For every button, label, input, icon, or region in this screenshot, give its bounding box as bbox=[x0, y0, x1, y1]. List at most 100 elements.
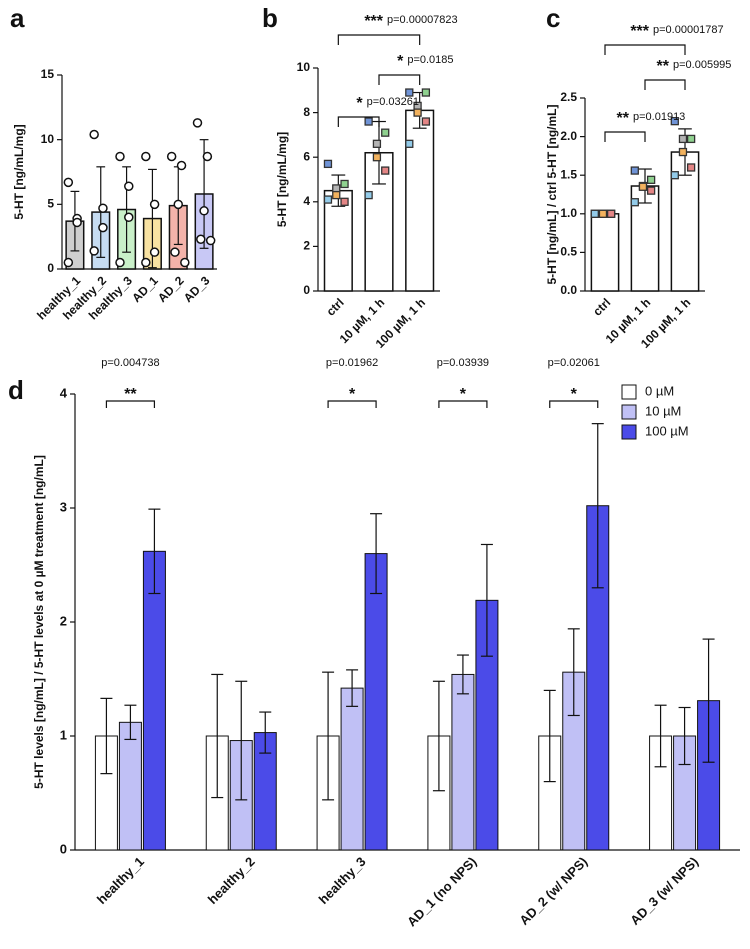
data-point bbox=[141, 151, 151, 162]
data-point bbox=[670, 171, 679, 180]
bracket bbox=[378, 74, 421, 85]
y-tick-label: 3 bbox=[60, 499, 67, 514]
y-tick-label: 6 bbox=[303, 149, 310, 163]
data-point bbox=[678, 147, 688, 157]
data-point bbox=[364, 190, 373, 200]
p-value: p=0.01913 bbox=[633, 111, 685, 123]
y-tick-label: 8 bbox=[303, 105, 310, 119]
data-point bbox=[678, 134, 688, 144]
y-tick-label: 5 bbox=[47, 197, 54, 211]
y-tick-label: 10 bbox=[41, 132, 55, 146]
p-value: p=0.03939 bbox=[437, 357, 489, 369]
x-tick-label: AD_2 bbox=[155, 273, 187, 305]
x-tick-label: healthy_1 bbox=[94, 854, 147, 907]
bar bbox=[340, 687, 364, 851]
significance-stars: *** bbox=[364, 13, 383, 30]
legend-label: 0 µM bbox=[645, 383, 674, 398]
data-point bbox=[372, 139, 382, 148]
significance-stars: * bbox=[356, 95, 363, 112]
data-point bbox=[170, 247, 180, 257]
data-point bbox=[638, 182, 648, 191]
significance-stars: * bbox=[349, 386, 356, 403]
y-tick-label: 2 bbox=[60, 613, 67, 628]
panel-label: b bbox=[262, 3, 278, 33]
y-tick-label: 2.0 bbox=[560, 129, 577, 143]
significance-stars: * bbox=[397, 53, 404, 70]
data-point bbox=[686, 163, 696, 172]
data-point bbox=[149, 199, 160, 210]
data-point bbox=[421, 117, 431, 126]
bar bbox=[590, 213, 620, 292]
bar bbox=[405, 109, 435, 292]
bar bbox=[118, 721, 142, 851]
y-tick-label: 2.5 bbox=[560, 90, 577, 104]
bracket bbox=[327, 400, 377, 408]
bar bbox=[142, 550, 166, 851]
data-point bbox=[670, 117, 679, 126]
data-point bbox=[646, 175, 656, 184]
p-value: p=0.01962 bbox=[326, 357, 378, 369]
bar bbox=[323, 189, 353, 292]
y-tick-label: 10 bbox=[297, 60, 311, 74]
x-tick-label: healthy_3 bbox=[316, 854, 369, 907]
data-point bbox=[405, 139, 414, 148]
data-point bbox=[332, 184, 341, 193]
x-tick-label: healthy_2 bbox=[205, 854, 258, 907]
data-point bbox=[149, 247, 160, 257]
bracket bbox=[604, 44, 686, 55]
y-tick-label: 0.0 bbox=[560, 283, 577, 297]
bracket bbox=[105, 400, 156, 408]
data-point bbox=[381, 128, 390, 137]
data-point bbox=[199, 206, 209, 216]
data-point bbox=[323, 195, 333, 204]
data-point bbox=[332, 190, 341, 200]
y-tick-label: 0 bbox=[60, 841, 67, 856]
significance-stars: * bbox=[460, 386, 467, 403]
data-point bbox=[630, 198, 639, 207]
y-tick-label: 0 bbox=[47, 261, 54, 275]
y-axis-label: 5-HT levels [ng/mL] / 5-HT levels at 0 µ… bbox=[32, 455, 46, 789]
y-tick-label: 0 bbox=[303, 283, 310, 297]
data-point bbox=[598, 209, 608, 218]
x-tick-label: ctrl bbox=[324, 295, 347, 318]
legend-swatch bbox=[621, 384, 637, 400]
data-point bbox=[115, 257, 125, 268]
data-point bbox=[606, 209, 616, 218]
data-point bbox=[176, 160, 187, 171]
bracket bbox=[337, 116, 380, 127]
legend-swatch bbox=[621, 404, 637, 420]
panel-label: c bbox=[546, 3, 560, 33]
x-tick-label: AD_3 bbox=[181, 273, 213, 305]
y-tick-label: 1 bbox=[60, 727, 67, 742]
legend-swatch bbox=[621, 424, 637, 440]
data-point bbox=[686, 134, 696, 144]
data-point bbox=[89, 129, 99, 140]
y-axis-label: 5-HT [ng/mL] / ctrl 5-HT [ng/mL] bbox=[545, 105, 559, 285]
data-point bbox=[372, 153, 382, 162]
data-point bbox=[202, 151, 213, 162]
data-point bbox=[405, 88, 414, 97]
y-tick-label: 4 bbox=[303, 194, 310, 208]
data-point bbox=[421, 88, 431, 97]
p-value: p=0.02061 bbox=[548, 357, 600, 369]
data-point bbox=[413, 108, 422, 117]
panel-label: d bbox=[8, 375, 24, 405]
data-point bbox=[364, 117, 373, 126]
panel-label: a bbox=[10, 3, 25, 33]
y-axis-label: 5-HT [ng/mL/mg] bbox=[275, 132, 289, 227]
p-value: p=0.004738 bbox=[101, 357, 159, 369]
data-point bbox=[98, 222, 108, 233]
bracket bbox=[549, 400, 599, 408]
x-tick-label: AD_2 (w/ NPS) bbox=[516, 854, 590, 928]
y-tick-label: 15 bbox=[41, 67, 55, 81]
data-point bbox=[196, 234, 206, 245]
x-tick-label: AD_3 (w/ NPS) bbox=[627, 854, 701, 928]
y-tick-label: 1.0 bbox=[560, 206, 577, 220]
significance-stars: ** bbox=[657, 58, 670, 75]
data-point bbox=[381, 166, 390, 175]
data-point bbox=[124, 212, 134, 223]
x-tick-label: AD_1 bbox=[129, 273, 161, 305]
bracket bbox=[604, 131, 646, 142]
significance-stars: ** bbox=[617, 110, 630, 127]
